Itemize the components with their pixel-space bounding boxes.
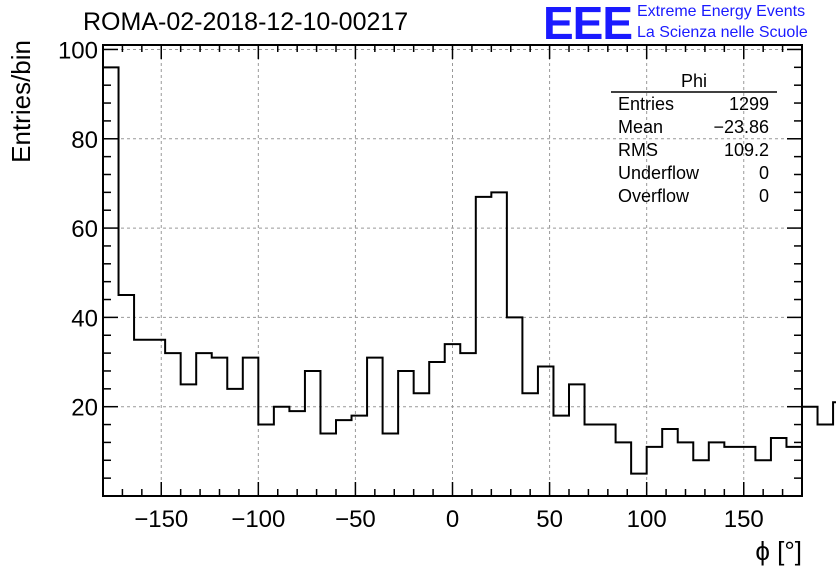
stats-rows: Entries 1299 Mean −23.86 RMS 109.2 Underflow 0 O…	[618, 94, 769, 206]
x-tick-label: −100	[231, 506, 285, 533]
histogram-bin	[352, 416, 368, 496]
chart-title: ROMA-02-2018-12-10-00217	[83, 8, 409, 36]
histogram-bin	[181, 384, 197, 496]
stats-title: Phi	[681, 71, 707, 91]
stats-value: 0	[759, 163, 769, 183]
histogram-bin	[600, 425, 616, 496]
histogram-bin	[507, 317, 523, 496]
histogram-bin	[786, 447, 802, 496]
y-tick-label: 20	[71, 395, 98, 422]
tick-marks	[102, 45, 803, 497]
histogram-bin	[585, 425, 601, 496]
stats-label: Entries	[618, 94, 674, 114]
tick-labels: −150 −100 −50 0 50 100 150 20 40 60 80 100	[58, 37, 764, 533]
y-axis-title: Entries/bin	[6, 40, 36, 163]
histogram-bin	[553, 416, 569, 496]
histogram-bin	[274, 407, 290, 496]
histogram-bin	[616, 442, 632, 496]
stats-value: 109.2	[724, 140, 769, 160]
histogram-bars	[102, 66, 836, 496]
histogram-outline	[102, 66, 836, 496]
histogram-bin	[724, 447, 740, 496]
stats-value: 1299	[729, 94, 769, 114]
logo-caption-line1: Extreme Energy Events	[637, 3, 806, 20]
histogram-bin	[398, 371, 414, 496]
eee-logo: EEE	[543, 0, 633, 49]
histogram-bin	[662, 429, 678, 496]
x-tick-label: 100	[627, 506, 667, 533]
x-tick-label: −150	[134, 506, 188, 533]
histogram-bin	[647, 447, 663, 496]
x-tick-label: 50	[536, 506, 563, 533]
x-axis-title: ϕ [°]	[755, 536, 802, 566]
histogram-bin	[212, 358, 228, 496]
histogram-bin	[709, 442, 725, 496]
histogram-bin	[196, 353, 212, 496]
y-tick-label: 60	[71, 216, 98, 243]
histogram-bin	[227, 389, 243, 496]
histogram-bin	[771, 438, 787, 496]
stats-value: −23.86	[713, 117, 769, 137]
x-tick-label: −50	[335, 506, 376, 533]
histogram-bin	[289, 411, 305, 496]
logo-caption-line2: La Scienza nelle Scuole	[637, 24, 808, 41]
x-tick-label: 150	[724, 506, 764, 533]
histogram-bin	[383, 433, 399, 496]
histogram-bin	[491, 192, 507, 496]
histogram-bin	[460, 353, 476, 496]
histogram-bin	[678, 442, 694, 496]
histogram-bin	[538, 367, 554, 496]
stats-label: RMS	[618, 140, 658, 160]
x-tick-label: 0	[446, 506, 459, 533]
histogram-bin	[429, 362, 445, 496]
histogram-bin	[631, 474, 647, 496]
y-tick-label: 100	[58, 37, 98, 64]
stats-label: Mean	[618, 117, 663, 137]
histogram-bin	[243, 358, 259, 496]
histogram-bin	[818, 425, 834, 496]
grid-lines	[103, 45, 802, 496]
histogram-bin	[693, 460, 709, 496]
y-tick-label: 40	[71, 305, 98, 332]
stats-box: Phi Entries 1299 Mean −23.86 RMS 109.2 Underfl…	[611, 71, 777, 206]
histogram-bin	[476, 197, 492, 496]
histogram-bin	[367, 358, 383, 496]
y-tick-label: 80	[71, 127, 98, 154]
histogram-bin	[414, 393, 430, 496]
histogram-bin	[569, 384, 585, 496]
histogram-bin	[165, 353, 181, 496]
histogram-bin	[336, 420, 352, 496]
histogram-bin	[320, 433, 336, 496]
stats-label: Overflow	[618, 186, 690, 206]
histogram-bin	[740, 447, 756, 496]
stats-value: 0	[759, 186, 769, 206]
histogram-bin	[258, 425, 274, 496]
histogram-bin	[802, 407, 818, 496]
histogram-bin	[134, 340, 150, 496]
histogram-bin	[150, 340, 166, 496]
histogram-bin	[522, 393, 538, 496]
histogram-bin	[305, 371, 321, 496]
histogram-bin	[119, 295, 135, 496]
stats-label: Underflow	[618, 163, 700, 183]
